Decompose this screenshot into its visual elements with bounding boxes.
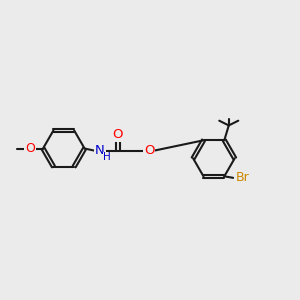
Text: Br: Br: [235, 171, 249, 184]
Text: O: O: [25, 142, 35, 155]
Text: O: O: [112, 128, 123, 141]
Text: O: O: [144, 144, 154, 158]
Text: N: N: [95, 144, 105, 158]
Text: H: H: [103, 152, 110, 162]
